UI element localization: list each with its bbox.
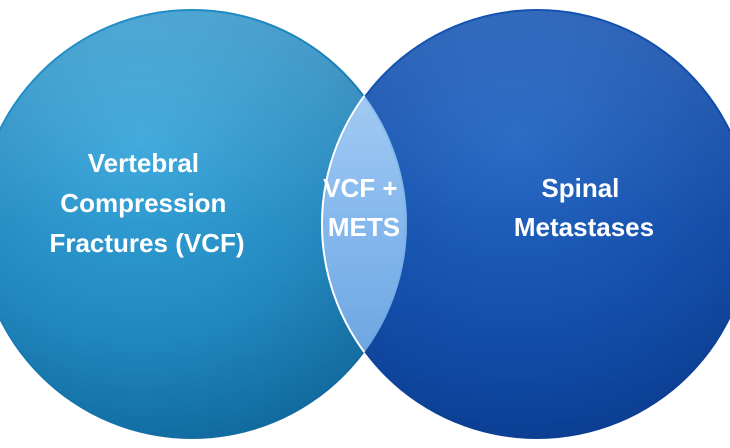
left-label-line-2: Compression: [60, 188, 226, 218]
intersection-label-line-2: METS: [328, 212, 400, 242]
right-set-label: Spinal Metastases: [514, 173, 654, 242]
right-label-line-2: Metastases: [514, 212, 654, 242]
left-set-label: Vertebral Compression Fractures (VCF): [49, 148, 244, 258]
left-gloss: [0, 11, 405, 437]
left-label-line-1: Vertebral: [88, 148, 199, 178]
right-label-line-1: Spinal: [541, 173, 619, 203]
intersection-label: VCF + METS: [323, 173, 405, 242]
right-gloss: [324, 11, 730, 437]
left-label-line-3: Fractures (VCF): [49, 228, 244, 258]
intersection-label-line-1: VCF +: [323, 173, 397, 203]
